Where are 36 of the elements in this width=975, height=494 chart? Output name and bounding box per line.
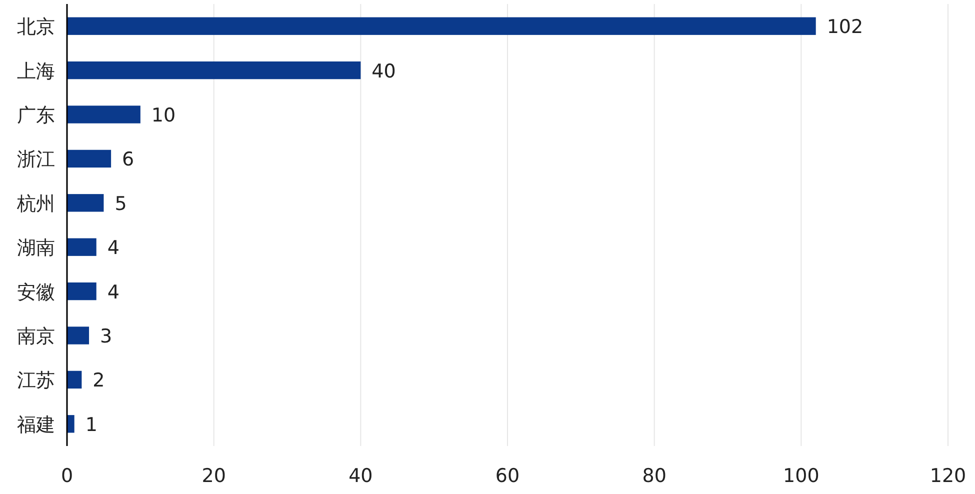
y-tick-label: 湖南 bbox=[17, 237, 55, 260]
bar bbox=[67, 326, 90, 344]
data-label: 5 bbox=[114, 192, 127, 215]
x-tick-label: 0 bbox=[60, 465, 74, 487]
y-tick-label: 安徽 bbox=[17, 281, 55, 304]
data-label: 10 bbox=[151, 104, 176, 126]
y-tick-label: 广东 bbox=[17, 104, 55, 126]
y-tick-label: 杭州 bbox=[16, 192, 55, 215]
bar bbox=[67, 238, 96, 256]
bar bbox=[67, 61, 361, 80]
bar bbox=[67, 150, 112, 168]
data-label: 3 bbox=[100, 326, 112, 348]
x-tick-label: 120 bbox=[930, 465, 966, 487]
x-tick-label: 100 bbox=[783, 465, 820, 487]
data-label: 40 bbox=[372, 60, 396, 82]
bar bbox=[67, 17, 816, 35]
bar bbox=[67, 106, 140, 124]
data-label: 102 bbox=[826, 16, 864, 38]
data-label: 2 bbox=[92, 370, 105, 392]
y-tick-label: 浙江 bbox=[17, 148, 55, 171]
data-label: 4 bbox=[107, 237, 120, 260]
data-label: 4 bbox=[107, 281, 120, 304]
x-tick-label: 80 bbox=[642, 465, 666, 487]
data-label: 6 bbox=[122, 148, 134, 171]
y-tick-label: 福建 bbox=[17, 414, 55, 436]
x-tick-label: 60 bbox=[495, 465, 520, 487]
bar bbox=[67, 194, 104, 212]
x-tick-label: 40 bbox=[348, 465, 373, 487]
x-tick-label: 20 bbox=[202, 465, 226, 487]
y-tick-label: 江苏 bbox=[17, 370, 55, 392]
bar bbox=[67, 282, 96, 300]
y-tick-label: 南京 bbox=[17, 326, 55, 348]
data-label: 1 bbox=[85, 414, 98, 436]
y-tick-label: 上海 bbox=[17, 60, 55, 82]
y-tick-label: 北京 bbox=[17, 16, 55, 38]
bar bbox=[67, 370, 82, 389]
